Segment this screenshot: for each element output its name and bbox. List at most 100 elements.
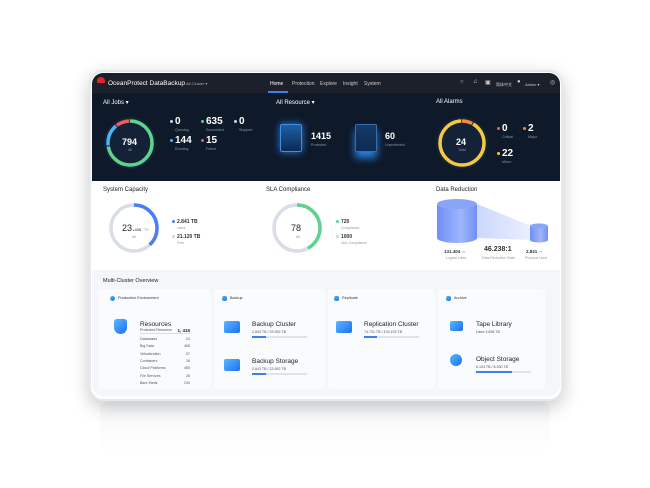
overview-title: Multi-Cluster Overview bbox=[103, 278, 159, 284]
jobs-title[interactable]: All Jobs ▾ bbox=[103, 100, 129, 106]
jobs-donut bbox=[104, 117, 156, 169]
unprotected-count: 60 bbox=[385, 131, 396, 141]
alarm-stat-label-1: Major bbox=[528, 135, 537, 139]
backup-storage-icon bbox=[224, 359, 240, 371]
capacity-donut bbox=[109, 203, 159, 253]
backup-cluster-progress bbox=[252, 336, 307, 338]
job-stat-4: 15 bbox=[201, 135, 217, 146]
nav-protection[interactable]: Protection bbox=[292, 81, 315, 87]
alarms-total: 24 bbox=[456, 137, 467, 147]
backup-title: Backup bbox=[230, 296, 243, 300]
reduction-title: Data Reduction bbox=[436, 187, 478, 193]
replicate-card bbox=[328, 289, 435, 389]
job-stat-label-1: Succeeded bbox=[206, 128, 224, 132]
alarms-donut bbox=[436, 117, 488, 169]
job-stat-2: 0 bbox=[234, 116, 245, 127]
replicate-title: Replicate bbox=[342, 296, 358, 300]
replicate-icon bbox=[334, 296, 339, 301]
backup-cluster-icon bbox=[224, 321, 240, 333]
alarms-total-label: Total bbox=[458, 148, 466, 152]
capacity-free-label: Free bbox=[177, 241, 185, 245]
logical-used: 131.404 TB bbox=[444, 249, 466, 254]
protected-label: Protected bbox=[311, 143, 327, 147]
alarms-title: All Alarms bbox=[436, 99, 463, 105]
resource-row: File Services 26 bbox=[140, 373, 190, 378]
tape-usage: Used 3.698 TB bbox=[476, 330, 500, 334]
job-stat-label-0: Queuing bbox=[175, 128, 189, 132]
unprotected-label: Unprotected bbox=[385, 143, 405, 147]
reduction-ratio: 46.238:1 bbox=[484, 246, 512, 253]
user-icon: ● bbox=[517, 79, 521, 85]
search-icon[interactable]: ○ bbox=[460, 79, 464, 85]
nav-home[interactable]: Home bbox=[270, 81, 284, 87]
capacity-int: 23. bbox=[122, 223, 135, 233]
capacity-dec: 405 bbox=[134, 227, 142, 232]
alarm-stat-2: 22 bbox=[497, 148, 513, 159]
backup-storage-progress bbox=[252, 373, 307, 375]
object-storage-title: Object Storage bbox=[476, 356, 520, 363]
archive-title: Archive bbox=[454, 296, 467, 300]
app-title: OceanProtect DataBackup bbox=[108, 80, 185, 87]
nav-explore[interactable]: Explore bbox=[320, 81, 337, 87]
user-menu[interactable]: Admin ▾ bbox=[525, 82, 540, 87]
resource-row: Cloud Platforms 465 bbox=[140, 366, 190, 371]
protected-count: 1415 bbox=[311, 131, 332, 141]
job-stat-label-4: Failed bbox=[206, 147, 216, 151]
arc-running bbox=[106, 119, 154, 167]
tape-library-icon bbox=[450, 321, 463, 331]
help-icon[interactable]: ◎ bbox=[550, 80, 556, 86]
archive-icon bbox=[446, 296, 451, 301]
replication-progress bbox=[364, 336, 419, 338]
sla-title: SLA Compliance bbox=[266, 187, 311, 193]
capacity-title: System Capacity bbox=[103, 187, 149, 193]
sla-donut bbox=[272, 203, 322, 253]
alarm-stat-0: 0 bbox=[497, 123, 508, 134]
backup-cluster-title: Backup Cluster bbox=[252, 321, 297, 328]
capacity-total: 23.405 TB bbox=[122, 223, 149, 233]
logical-used-label: Logical Used bbox=[446, 256, 467, 260]
object-storage-icon bbox=[450, 354, 462, 366]
object-progress bbox=[476, 371, 531, 373]
resource-title[interactable]: All Resource ▾ bbox=[276, 100, 315, 106]
cluster-select[interactable]: All Cluster ▾ bbox=[186, 81, 208, 86]
capacity-unit: TB bbox=[143, 227, 149, 232]
protected-resource-row: Protected Resource 1, 415 bbox=[140, 328, 190, 334]
backup-storage-title: Backup Storage bbox=[252, 358, 299, 365]
unprotected-cube-icon bbox=[355, 124, 377, 152]
sla-non: 1000 bbox=[336, 234, 352, 240]
task-icon[interactable]: ▣ bbox=[485, 80, 491, 86]
resource-row: Bare Metal 230 bbox=[140, 380, 190, 385]
nav-insight[interactable]: Insight bbox=[343, 81, 358, 87]
sla-total: 78 bbox=[291, 223, 302, 233]
production-icon bbox=[110, 296, 115, 301]
sla-non-label: Non-Compliance bbox=[341, 241, 368, 245]
resources-title: Resources bbox=[140, 321, 172, 328]
reduction-ratio-label: Data Reduction Ratio bbox=[482, 256, 516, 260]
huawei-logo bbox=[97, 77, 105, 83]
language-select[interactable]: 简体中文 bbox=[496, 82, 512, 87]
nav-active-indicator bbox=[268, 91, 288, 93]
job-stat-1: 635 bbox=[201, 116, 223, 127]
replication-cluster-icon bbox=[336, 321, 352, 333]
jobs-total-label: All bbox=[128, 148, 132, 152]
bell-icon[interactable]: ♫ bbox=[473, 79, 478, 85]
arc-minor bbox=[438, 119, 486, 167]
top-nav bbox=[92, 73, 560, 93]
backup-card bbox=[214, 289, 325, 389]
sla-compliance-label: Compliance bbox=[341, 226, 360, 230]
physical-used-label: Physical Used bbox=[525, 256, 548, 260]
replication-cluster-title: Replication Cluster bbox=[364, 321, 419, 328]
nav-system[interactable]: System bbox=[364, 81, 381, 87]
resource-row: Virtualization 57 bbox=[140, 351, 190, 356]
job-stat-0: 0 bbox=[170, 116, 181, 127]
resource-row: Big Data 465 bbox=[140, 344, 190, 349]
tape-library-title: Tape Library bbox=[476, 321, 512, 328]
job-stat-3: 144 bbox=[170, 135, 192, 146]
production-card bbox=[98, 289, 211, 389]
jobs-total: 794 bbox=[122, 137, 138, 147]
alarm-stat-1: 2 bbox=[523, 123, 534, 134]
alarm-stat-label-2: Minor bbox=[502, 160, 511, 164]
sla-total-label: All bbox=[296, 235, 300, 239]
resources-shield-icon bbox=[114, 319, 127, 334]
object-usage: 6.103 TB / 8.330 TB bbox=[476, 365, 509, 369]
